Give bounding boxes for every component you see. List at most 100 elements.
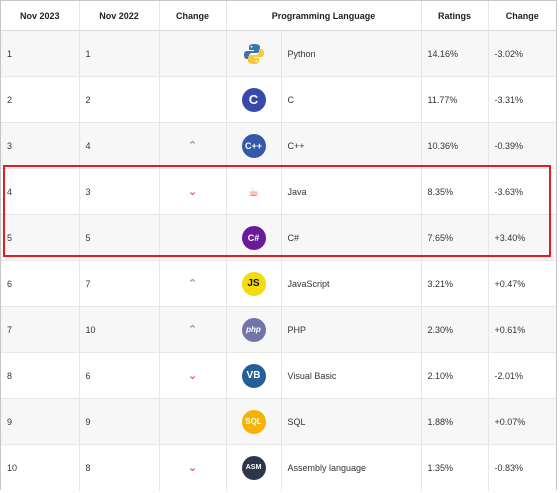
header-ratings[interactable]: Ratings <box>420 1 489 31</box>
php-icon: php <box>241 317 266 342</box>
rank-2022: 6 <box>78 352 159 399</box>
rank-up-arrow-icon: ⌃ <box>187 278 198 290</box>
rank-2022: 10 <box>78 306 159 353</box>
rank-down-arrow-icon: ⌄ <box>187 462 198 475</box>
language-name: C++ <box>280 122 422 169</box>
table-row[interactable]: 8 6 ⌄ VB Visual Basic 2.10% -2.01% <box>1 352 557 399</box>
language-name: SQL <box>280 398 422 445</box>
language-logo-cell: C++ <box>225 122 281 169</box>
change-indicator: ⌃ <box>158 260 226 307</box>
visual-basic-icon: VB <box>241 363 266 388</box>
rank-up-arrow-icon: ⌃ <box>187 140 198 152</box>
language-name: Java <box>280 168 422 215</box>
language-name: PHP <box>280 306 422 353</box>
sql-icon: SQL <box>241 409 266 434</box>
table-header-row: Nov 2023 Nov 2022 Change Programming Lan… <box>1 1 557 31</box>
language-logo-cell: VB <box>225 352 281 399</box>
header-rating-change[interactable]: Change <box>487 1 557 31</box>
rank-2023: 10 <box>1 444 79 491</box>
rank-down-arrow-icon: ⌄ <box>187 186 198 198</box>
rating-change: -0.83% <box>487 444 557 491</box>
table-row[interactable]: 5 5 C# C# 7.65% +3.40% <box>1 214 557 261</box>
change-indicator <box>158 76 226 123</box>
language-name: C# <box>280 214 422 261</box>
rating: 10.36% <box>420 122 489 169</box>
rating-change: -3.63% <box>487 168 557 215</box>
rating: 8.35% <box>420 168 489 215</box>
rank-2022: 8 <box>78 444 159 491</box>
rating: 1.88% <box>420 398 489 445</box>
rating: 11.77% <box>420 76 489 123</box>
cpp-icon: C++ <box>241 133 266 158</box>
rank-up-arrow-icon: ⌃ <box>187 324 198 336</box>
python-icon <box>242 42 266 66</box>
rank-2023: 6 <box>1 260 79 307</box>
rank-2022: 4 <box>78 122 159 169</box>
change-indicator <box>158 398 226 445</box>
rating: 1.35% <box>420 444 489 491</box>
rating: 2.10% <box>420 352 489 399</box>
change-indicator: ⌄ <box>158 168 226 215</box>
rank-2023: 3 <box>1 122 79 169</box>
rating-change: -3.31% <box>487 76 557 123</box>
language-logo-cell: php <box>225 306 281 353</box>
table-row[interactable]: 4 3 ⌄ ☕ Java 8.35% -3.63% <box>1 168 557 215</box>
rank-2023: 2 <box>1 76 79 123</box>
rank-2022: 2 <box>78 76 159 123</box>
language-name: Visual Basic <box>280 352 422 399</box>
table-row[interactable]: 1 1 Python 14.16% -3.02% <box>1 30 557 77</box>
rating-change: +0.07% <box>487 398 557 445</box>
rank-down-arrow-icon: ⌄ <box>187 370 198 382</box>
language-logo-cell: C <box>225 76 281 123</box>
table-body: 1 1 Python 14.16% -3.02% 2 2 C C 11.77% -3.31% 3 4 ⌃ C… <box>1 30 557 491</box>
rating-change: -2.01% <box>487 352 557 399</box>
rank-2023: 5 <box>1 214 79 261</box>
header-nov-2023[interactable]: Nov 2023 <box>1 1 79 31</box>
language-name: JavaScript <box>280 260 422 307</box>
rank-2022: 5 <box>78 214 159 261</box>
language-name: Assembly language <box>280 444 422 491</box>
change-indicator: ⌄ <box>158 352 226 399</box>
language-name: C <box>280 76 422 123</box>
rank-2022: 3 <box>78 168 159 215</box>
language-logo-cell: JS <box>225 260 281 307</box>
assembly-icon: ASM <box>241 455 266 480</box>
change-indicator <box>158 30 226 77</box>
rating-change: +0.47% <box>487 260 557 307</box>
rank-2023: 4 <box>1 168 79 215</box>
change-indicator: ⌃ <box>158 306 226 353</box>
rating-change: +0.61% <box>487 306 557 353</box>
change-indicator: ⌃ <box>158 122 226 169</box>
language-logo-cell: ASM <box>225 444 281 491</box>
rank-2023: 1 <box>1 30 79 77</box>
table-row[interactable]: 10 8 ⌄ ASM Assembly language 1.35% -0.83% <box>1 444 557 491</box>
rank-2023: 9 <box>1 398 79 445</box>
rank-2022: 7 <box>78 260 159 307</box>
javascript-icon: JS <box>241 271 266 296</box>
rank-2023: 7 <box>1 306 79 353</box>
rank-2022: 1 <box>78 30 159 77</box>
table-row[interactable]: 2 2 C C 11.77% -3.31% <box>1 76 557 123</box>
table-row[interactable]: 3 4 ⌃ C++ C++ 10.36% -0.39% <box>1 122 557 169</box>
language-logo-cell <box>225 30 281 77</box>
table-row[interactable]: 7 10 ⌃ php PHP 2.30% +0.61% <box>1 306 557 353</box>
csharp-icon: C# <box>241 225 266 250</box>
header-nov-2022[interactable]: Nov 2022 <box>78 1 159 31</box>
rank-2023: 8 <box>1 352 79 399</box>
rating: 3.21% <box>420 260 489 307</box>
table-row[interactable]: 9 9 SQL SQL 1.88% +0.07% <box>1 398 557 445</box>
change-indicator: ⌄ <box>158 444 226 491</box>
language-logo-cell: C# <box>225 214 281 261</box>
rating: 2.30% <box>420 306 489 353</box>
rating: 7.65% <box>420 214 489 261</box>
java-icon: ☕ <box>248 184 259 199</box>
rating-change: -0.39% <box>487 122 557 169</box>
header-programming-language[interactable]: Programming Language <box>225 1 422 31</box>
change-indicator <box>158 214 226 261</box>
c-language-icon: C <box>241 87 266 112</box>
rank-2022: 9 <box>78 398 159 445</box>
header-change[interactable]: Change <box>158 1 226 31</box>
table-row[interactable]: 6 7 ⌃ JS JavaScript 3.21% +0.47% <box>1 260 557 307</box>
